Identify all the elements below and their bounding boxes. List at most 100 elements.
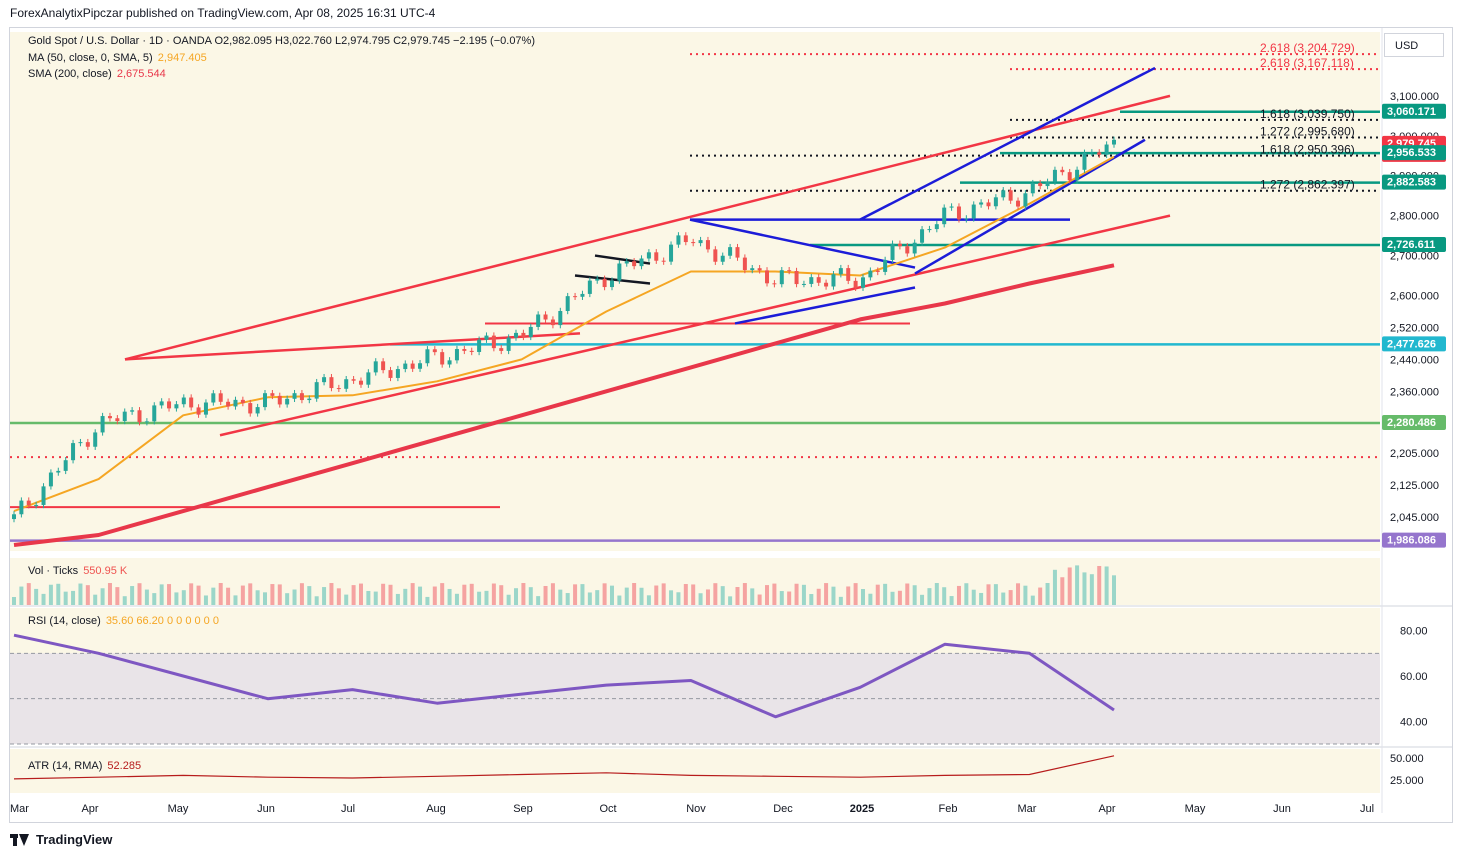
red-channel-lower	[219, 214, 1171, 437]
candle-body	[905, 246, 910, 254]
price-tag	[1382, 236, 1446, 252]
candle-body	[1038, 183, 1043, 187]
volume-bar	[189, 583, 194, 605]
candle-body	[211, 393, 216, 403]
candle-body	[322, 377, 327, 383]
candle-body	[1067, 172, 1072, 181]
volume-bar	[639, 587, 644, 605]
volume-bar	[285, 593, 290, 605]
volume-bar	[388, 584, 393, 605]
volume-bar	[366, 590, 371, 605]
time-axis-label: Jun	[257, 803, 275, 815]
volume-bar	[1075, 565, 1080, 605]
candle-body	[174, 404, 179, 409]
volume-bar	[63, 591, 68, 605]
currency-selector[interactable]: USD	[1384, 33, 1444, 57]
candle-body	[964, 218, 969, 220]
candle-body	[1104, 144, 1109, 155]
candle-body	[1082, 152, 1087, 170]
candle-body	[469, 350, 474, 352]
volume-bar	[307, 586, 312, 605]
volume-bar	[41, 593, 46, 605]
candle-body	[100, 416, 105, 433]
candle-body	[1023, 193, 1028, 207]
time-axis-label: Feb	[939, 803, 958, 815]
volume-bar	[292, 589, 297, 605]
volume-bar	[137, 583, 142, 605]
rsi-line	[13, 633, 1115, 719]
ohlc-low: L2,974.795	[334, 35, 391, 47]
candle-body	[226, 401, 231, 407]
volume-bar	[491, 583, 496, 605]
volume-bar	[558, 589, 563, 605]
time-axis-label: Apr	[1098, 803, 1115, 815]
ma50-legend[interactable]: MA (50, close, 0, SMA, 5) 2,947.405	[28, 52, 207, 64]
candle-body	[838, 268, 843, 275]
price-tag	[1382, 336, 1446, 352]
time-axis-label: Jun	[1273, 803, 1291, 815]
price-axis-label: 2,700.000	[1390, 251, 1439, 263]
volume-bar	[602, 583, 607, 605]
volume-bar	[314, 596, 319, 605]
candle-body	[395, 369, 400, 378]
volume-bar	[100, 588, 105, 605]
volume-label: Vol · Ticks	[28, 565, 79, 577]
candle-body	[890, 243, 895, 260]
candle-body	[181, 397, 186, 405]
candle-body	[388, 370, 393, 378]
volume-bar	[617, 595, 622, 605]
volume-bar	[595, 590, 600, 605]
volume-bar	[691, 584, 696, 605]
volume-bar	[609, 585, 614, 605]
price-axis-label: 2,520.000	[1390, 322, 1439, 334]
volume-legend[interactable]: Vol · Ticks 550.95 K	[28, 565, 127, 577]
price-tag	[1382, 103, 1446, 119]
volume-bar	[964, 583, 969, 605]
atr-legend[interactable]: ATR (14, RMA) 52.285	[28, 760, 141, 772]
volume-bar	[912, 585, 917, 605]
volume-bar	[1067, 567, 1072, 605]
fib-level-label: 1.272 (2,995.680)	[1260, 125, 1355, 139]
rsi-axis-label: 40.00	[1400, 716, 1428, 728]
candle-body	[152, 405, 157, 422]
sma200-line	[13, 263, 1115, 547]
candle-body	[233, 399, 238, 407]
volume-bar	[107, 583, 112, 605]
candle-body	[1008, 190, 1013, 201]
volume-bar	[499, 585, 504, 605]
symbol-title[interactable]: Gold Spot / U.S. Dollar · 1D · OANDA	[28, 35, 212, 47]
price-tag-label: 2,956.533	[1387, 147, 1436, 159]
candle-body	[824, 282, 829, 287]
volume-bar	[565, 593, 570, 605]
sma200-legend[interactable]: SMA (200, close) 2,675.544	[28, 68, 166, 80]
volume-bar	[728, 596, 733, 605]
rsi-label: RSI (14, close)	[28, 615, 101, 627]
volume-bar	[425, 596, 430, 605]
ohlc-high: H3,022.760	[275, 35, 332, 47]
candle-body	[912, 242, 917, 254]
volume-bar	[255, 590, 260, 605]
volume-bar	[462, 584, 467, 605]
fib-level-label: 1.272 (2,862.397)	[1260, 178, 1355, 192]
candle-body	[203, 402, 208, 415]
volume-bar	[573, 584, 578, 605]
time-axis-label: May	[1185, 803, 1206, 815]
volume-bar	[122, 596, 127, 605]
chart-frame[interactable]: 3,100.0003,000.0002,900.0002,800.0002,70…	[9, 27, 1453, 823]
candle-body	[41, 486, 46, 505]
rsi-legend[interactable]: RSI (14, close) 35.60 66.20 0 0 0 0 0 0	[28, 615, 219, 627]
candle-body	[484, 335, 489, 340]
candle-body	[742, 257, 747, 271]
volume-bar	[979, 592, 984, 605]
candle-body	[218, 393, 223, 402]
candle-body	[115, 418, 120, 422]
volume-bar	[93, 594, 98, 605]
volume-bar	[358, 583, 363, 605]
volume-bar	[1001, 592, 1006, 605]
volume-bar	[181, 590, 186, 605]
volume-bar	[1082, 572, 1087, 605]
fib-level-label: 2.618 (3,167.118)	[1260, 56, 1354, 70]
candle-body	[949, 206, 954, 208]
chart-canvas[interactable]: 3,100.0003,000.0002,900.0002,800.0002,70…	[10, 28, 1452, 822]
price-tag-label: 3,060.171	[1387, 106, 1436, 118]
